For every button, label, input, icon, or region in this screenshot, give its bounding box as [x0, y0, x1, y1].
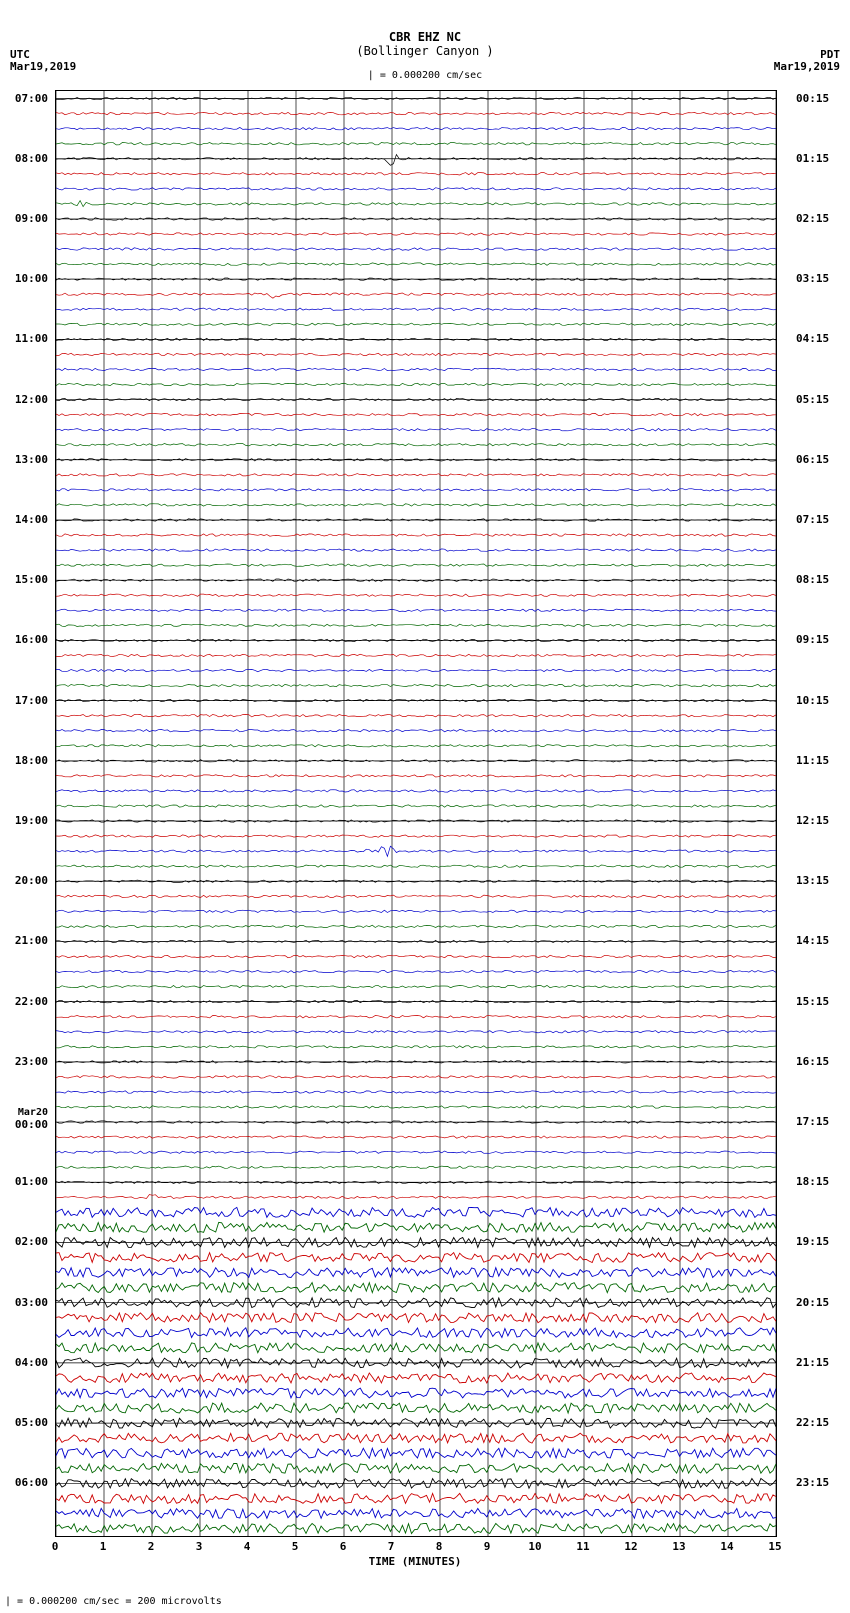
x-tick-label: 1	[100, 1540, 107, 1553]
left-hour-label: 19:00	[0, 814, 48, 827]
left-hour-label: 03:00	[0, 1296, 48, 1309]
x-tick-label: 14	[720, 1540, 733, 1553]
right-hour-label: 22:15	[796, 1416, 848, 1429]
left-hour-label: 01:00	[0, 1175, 48, 1188]
left-hour-label: 05:00	[0, 1416, 48, 1429]
right-hour-label: 04:15	[796, 332, 848, 345]
right-hour-label: 13:15	[796, 874, 848, 887]
x-tick-label: 7	[388, 1540, 395, 1553]
right-hour-label: 09:15	[796, 633, 848, 646]
x-tick-label: 15	[768, 1540, 781, 1553]
x-tick-label: 2	[148, 1540, 155, 1553]
left-hour-label: 18:00	[0, 754, 48, 767]
seismogram-plot	[55, 90, 777, 1537]
left-hour-label: 04:00	[0, 1356, 48, 1369]
right-hour-label: 01:15	[796, 152, 848, 165]
x-tick-label: 9	[484, 1540, 491, 1553]
right-hour-label: 08:15	[796, 573, 848, 586]
right-hour-label: 05:15	[796, 393, 848, 406]
left-hour-label: 15:00	[0, 573, 48, 586]
x-tick-label: 5	[292, 1540, 299, 1553]
left-hour-label: 14:00	[0, 513, 48, 526]
seismogram-container: CBR EHZ NC (Bollinger Canyon ) | = 0.000…	[0, 0, 850, 1613]
x-tick-label: 3	[196, 1540, 203, 1553]
left-hour-label: 06:00	[0, 1476, 48, 1489]
left-hour-label: 13:00	[0, 453, 48, 466]
left-hour-label: 09:00	[0, 212, 48, 225]
date-right: Mar19,2019	[774, 60, 840, 73]
right-hour-label: 00:15	[796, 92, 848, 105]
x-tick-label: 12	[624, 1540, 637, 1553]
left-hour-label: 00:00	[0, 1118, 48, 1131]
right-hour-label: 06:15	[796, 453, 848, 466]
right-hour-label: 07:15	[796, 513, 848, 526]
right-hour-label: 11:15	[796, 754, 848, 767]
right-hour-label: 15:15	[796, 995, 848, 1008]
left-hour-label: 20:00	[0, 874, 48, 887]
header: CBR EHZ NC (Bollinger Canyon )	[0, 30, 850, 58]
left-hour-label: 17:00	[0, 694, 48, 707]
left-hour-label: 21:00	[0, 934, 48, 947]
date-left: Mar19,2019	[10, 60, 76, 73]
left-hour-label: 10:00	[0, 272, 48, 285]
right-hour-label: 12:15	[796, 814, 848, 827]
x-tick-label: 6	[340, 1540, 347, 1553]
x-tick-label: 8	[436, 1540, 443, 1553]
right-hour-label: 14:15	[796, 934, 848, 947]
left-hour-label: 11:00	[0, 332, 48, 345]
left-hour-label: 12:00	[0, 393, 48, 406]
left-hour-label: 23:00	[0, 1055, 48, 1068]
right-hour-label: 02:15	[796, 212, 848, 225]
right-hour-label: 03:15	[796, 272, 848, 285]
left-hour-label: 08:00	[0, 152, 48, 165]
station-id: CBR EHZ NC	[0, 30, 850, 44]
right-hour-label: 18:15	[796, 1175, 848, 1188]
x-axis: TIME (MINUTES) 0123456789101112131415	[55, 1540, 775, 1570]
left-hour-label: 07:00	[0, 92, 48, 105]
right-hour-label: 21:15	[796, 1356, 848, 1369]
right-hour-label: 19:15	[796, 1235, 848, 1248]
left-hour-label: 22:00	[0, 995, 48, 1008]
right-hour-label: 20:15	[796, 1296, 848, 1309]
scale-indicator-bottom: | = 0.000200 cm/sec = 200 microvolts	[5, 1596, 222, 1607]
x-tick-label: 11	[576, 1540, 589, 1553]
x-tick-label: 0	[52, 1540, 59, 1553]
right-hour-label: 10:15	[796, 694, 848, 707]
left-hour-label: 16:00	[0, 633, 48, 646]
right-hour-labels: 00:15 01:15 02:15 03:15 04:15 05:15 06:15 07:15…	[796, 90, 848, 1535]
x-axis-title: TIME (MINUTES)	[369, 1555, 462, 1568]
right-hour-label: 16:15	[796, 1055, 848, 1068]
x-tick-label: 10	[528, 1540, 541, 1553]
left-hour-label: 02:00	[0, 1235, 48, 1248]
date-change-left: Mar20	[18, 1107, 48, 1118]
left-hour-labels: 07:00 08:00 09:00 10:00 11:00 12:00 13:00 14:00…	[0, 90, 52, 1535]
right-hour-label: 23:15	[796, 1476, 848, 1489]
x-tick-label: 4	[244, 1540, 251, 1553]
seismogram-svg	[56, 91, 776, 1536]
scale-indicator-top: | = 0.000200 cm/sec	[368, 70, 482, 81]
right-hour-label: 17:15	[796, 1115, 848, 1128]
station-name: (Bollinger Canyon )	[0, 44, 850, 58]
x-tick-label: 13	[672, 1540, 685, 1553]
